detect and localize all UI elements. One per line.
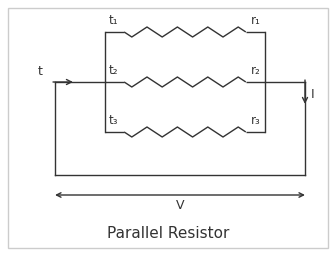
Text: r₂: r₂	[251, 64, 261, 77]
Text: t₃: t₃	[109, 114, 119, 127]
Text: Parallel Resistor: Parallel Resistor	[107, 227, 229, 241]
Text: r₃: r₃	[251, 114, 261, 127]
Text: t₁: t₁	[109, 14, 119, 27]
Text: r₁: r₁	[251, 14, 261, 27]
Text: t₂: t₂	[109, 64, 119, 77]
Text: I: I	[311, 88, 314, 101]
Text: t: t	[38, 65, 43, 78]
Text: V: V	[176, 199, 184, 212]
